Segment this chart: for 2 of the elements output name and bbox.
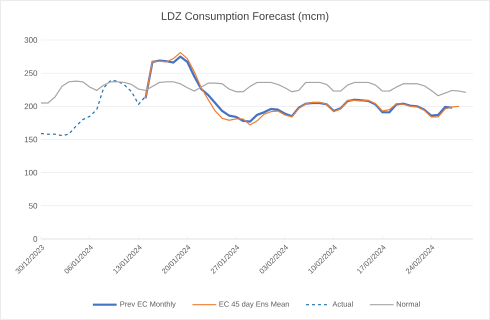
- line-series: [41, 80, 146, 136]
- chart-title: LDZ Consumption Forecast (mcm): [162, 12, 328, 22]
